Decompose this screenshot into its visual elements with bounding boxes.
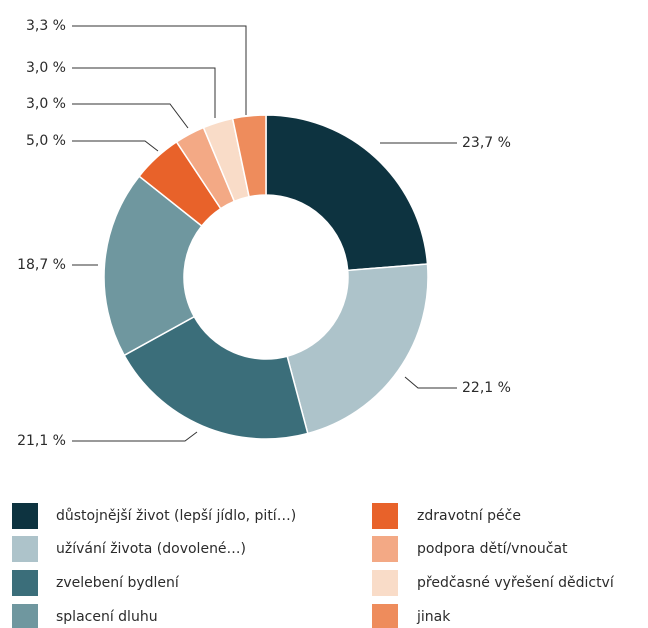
donut-segment <box>231 114 267 198</box>
legend-label: podpora dětí/vnoučat <box>417 541 568 557</box>
donut-segment <box>286 263 429 435</box>
leader-line <box>72 431 198 442</box>
data-label: 18,7 % <box>17 257 66 273</box>
legend-swatch <box>12 570 38 596</box>
donut-segment <box>265 114 429 272</box>
donut-segment <box>123 315 309 440</box>
leader-line <box>72 67 216 118</box>
legend-label: zdravotní péče <box>417 508 521 524</box>
data-label: 23,7 % <box>462 135 511 151</box>
data-label: 3,3 % <box>26 18 66 34</box>
legend-swatch <box>372 570 398 596</box>
legend-swatch <box>372 604 398 628</box>
leader-line <box>72 103 189 129</box>
legend-label: předčasné vyřešení dědictví <box>417 575 615 591</box>
donut-segment <box>103 175 203 357</box>
legend-swatch <box>12 503 38 529</box>
legend-swatch <box>372 503 398 529</box>
legend-swatch <box>12 536 38 562</box>
legend-label: jinak <box>416 609 451 625</box>
legend-label: zvelebení bydlení <box>56 575 180 591</box>
legend-label: užívání života (dovolené…) <box>56 541 246 557</box>
data-label: 22,1 % <box>462 380 511 396</box>
leader-line <box>404 376 457 389</box>
data-label: 3,0 % <box>26 96 66 112</box>
legend-swatch <box>12 604 38 628</box>
legend-label: důstojnější život (lepší jídlo, pití…) <box>56 508 296 524</box>
leader-line <box>72 140 159 152</box>
data-label: 21,1 % <box>17 433 66 449</box>
data-label: 5,0 % <box>26 133 66 149</box>
data-label: 3,0 % <box>26 60 66 76</box>
legend-swatch <box>372 536 398 562</box>
legend-label: splacení dluhu <box>56 609 158 625</box>
leader-line <box>72 25 247 115</box>
